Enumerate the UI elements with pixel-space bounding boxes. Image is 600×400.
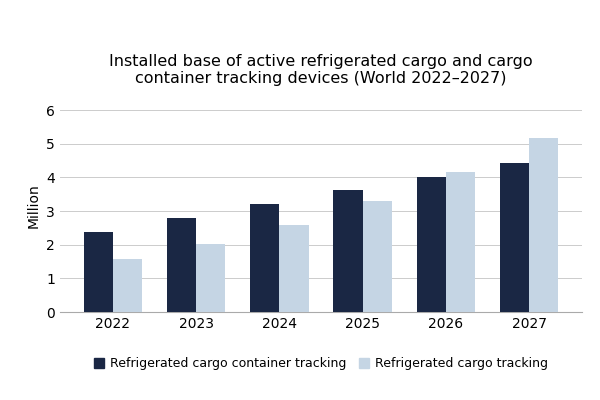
Legend: Refrigerated cargo container tracking, Refrigerated cargo tracking: Refrigerated cargo container tracking, R… <box>89 352 553 375</box>
Bar <box>500 163 529 312</box>
Bar <box>196 244 225 312</box>
Bar <box>417 177 446 312</box>
Bar <box>280 224 308 312</box>
Y-axis label: Million: Million <box>27 184 41 228</box>
Bar <box>250 204 280 312</box>
Bar <box>446 172 475 312</box>
Bar <box>529 138 558 312</box>
Bar <box>334 190 362 312</box>
Bar <box>362 201 392 312</box>
Bar <box>167 218 196 312</box>
Bar <box>84 232 113 312</box>
Title: Installed base of active refrigerated cargo and cargo
container tracking devices: Installed base of active refrigerated ca… <box>109 54 533 86</box>
Bar <box>113 259 142 312</box>
